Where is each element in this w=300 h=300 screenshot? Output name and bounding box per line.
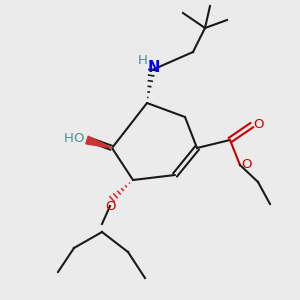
- Text: O: O: [254, 118, 264, 131]
- Text: O: O: [242, 158, 252, 172]
- Text: O: O: [74, 133, 84, 146]
- Text: N: N: [148, 61, 160, 76]
- Polygon shape: [86, 136, 112, 148]
- Text: H: H: [64, 133, 74, 146]
- Text: H: H: [138, 53, 148, 67]
- Text: O: O: [105, 200, 115, 212]
